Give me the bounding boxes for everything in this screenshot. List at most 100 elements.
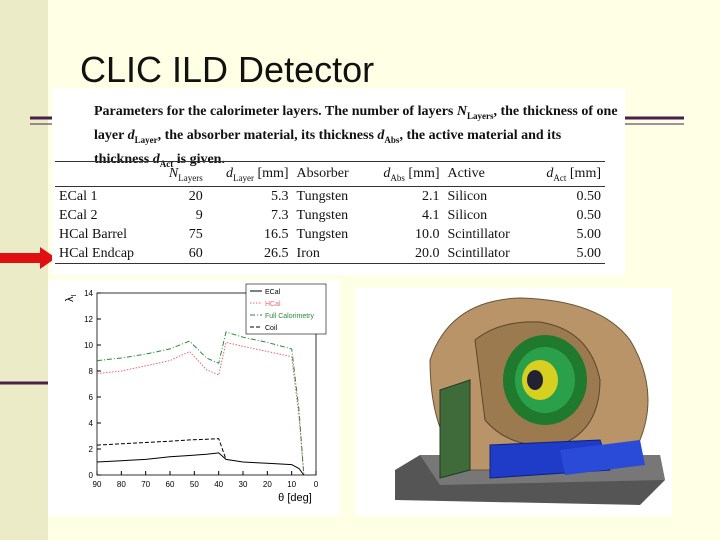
x-tick-label: 70 [141,480,150,489]
y-tick-label: 2 [89,445,94,454]
text-part: Layers [178,172,203,183]
column-header: dAbs [mm] [365,161,444,187]
table-cell: Scintillator [443,244,529,264]
table-cell: 60 [155,244,207,264]
text-part: Abs [384,134,400,145]
text-part: d [127,127,135,143]
table-cell: Silicon [447,188,488,204]
support [560,440,645,475]
y-tick-label: 10 [84,341,93,350]
table-cell: Scintillator [447,226,510,242]
column-header: dLayer [mm] [206,161,293,187]
table-row: ECal 2 9 7.3 Tungsten 4.1 Silicon 0.50 [55,206,605,225]
text-part: [mm] [404,165,440,181]
x-tick-label: 30 [239,480,248,489]
caption: Parameters for the calorimeter layers. T… [94,102,619,173]
table-cell: 10.0 [415,226,440,242]
table-cell: 0.50 [576,207,602,223]
table-cell: 9 [195,207,203,223]
text-part: d [225,165,233,181]
x-tick-label: 10 [287,480,296,489]
table-cell: 20 [188,188,203,204]
text-part: Parameters for the calorimeter layers. T… [94,104,457,119]
y-tick-label: 0 [89,471,94,480]
text-part: Layers [466,110,494,121]
table-row: HCal Barrel 75 16.5 Tungsten 10.0 Scintillato… [55,225,605,244]
y-label-sub: I [71,295,78,297]
text-part: Act [553,172,567,183]
table-cell: 4.1 [422,207,440,223]
x-tick-label: 80 [117,480,126,489]
legend-label: ECal [265,289,281,296]
table-cell: 5.3 [271,188,289,204]
legend-label: Full Calorimetry [265,313,315,320]
table-cell: ECal 2 [59,207,98,223]
table-cell: Iron [292,244,366,264]
forward-calo [439,379,471,479]
text-part: , the absorber material, its thickness [157,127,378,143]
text-part: Layer [134,134,158,145]
table-row: ECal 1 20 5.3 Tungsten 2.1 Silicon 0.50 [55,187,605,207]
pointer-arrow [0,247,56,269]
slide-title: CLIC ILD Detector [80,49,374,90]
column-header: Absorber [292,161,366,187]
text-part: d [152,151,160,167]
header-row: NLayers dLayer [mm] Absorber dAbs [mm] Activ… [55,161,605,187]
text-part: Abs [390,172,405,183]
table-cell: 75 [188,226,203,242]
text-part: [mm] [566,165,601,181]
column-header: dAct [mm] [528,161,605,187]
table-cell: Silicon [447,207,488,223]
text-part: [mm] [253,165,289,181]
x-axis-label: θ [deg] [278,492,312,504]
table-image: Parameters for the calorimeter layers. T… [52,88,625,275]
text-part: N [456,104,467,119]
x-tick-label: 50 [190,480,199,489]
table-cell: 0.50 [576,188,602,204]
table-cell: HCal Barrel [59,226,128,242]
column-header [55,161,156,187]
legend-label: HCal [265,301,281,308]
x-tick-label: 0 [314,480,319,489]
table-cell: 16.5 [264,226,289,242]
table-cell: Tungsten [296,207,349,223]
vertex [527,370,543,390]
table-cell: Tungsten [296,226,349,242]
table-cell: 7.3 [271,207,289,223]
table-cell: 26.5 [206,244,293,264]
text-part: Active [447,166,485,181]
column-header: NLayers [155,161,207,187]
text-part: d [383,165,391,181]
detector-image [355,288,672,516]
table-cell: 5.00 [576,226,602,242]
y-label-main: λ [64,296,76,302]
table-cell: Tungsten [296,188,349,204]
x-tick-label: 60 [166,480,175,489]
y-tick-label: 4 [89,419,94,428]
y-tick-label: 8 [89,367,94,376]
text-part: Layer [232,172,254,183]
y-axis-label: λI [64,295,78,303]
x-tick-label: 40 [214,480,223,489]
y-tick-label: 14 [84,289,93,298]
table-cell: 20.0 [365,244,444,264]
x-tick-label: 20 [263,480,272,489]
series-line [96,331,305,476]
series-line [96,452,305,476]
column-header: Active [443,161,529,187]
table-cell: 2.1 [422,188,440,204]
text-part: N [168,165,179,181]
table-row: HCal Endcap 60 26.5 Iron 20.0 Scintillator 5.0… [55,244,605,264]
x-tick-label: 90 [93,480,102,489]
table-cell: 5.00 [528,244,605,264]
y-tick-label: 12 [84,315,93,324]
legend-box [245,283,327,335]
plot-frame [96,292,317,476]
legend-label: Coil [265,325,278,332]
y-tick-label: 6 [89,393,94,402]
series-line [96,341,305,476]
text-part: d [546,165,554,181]
